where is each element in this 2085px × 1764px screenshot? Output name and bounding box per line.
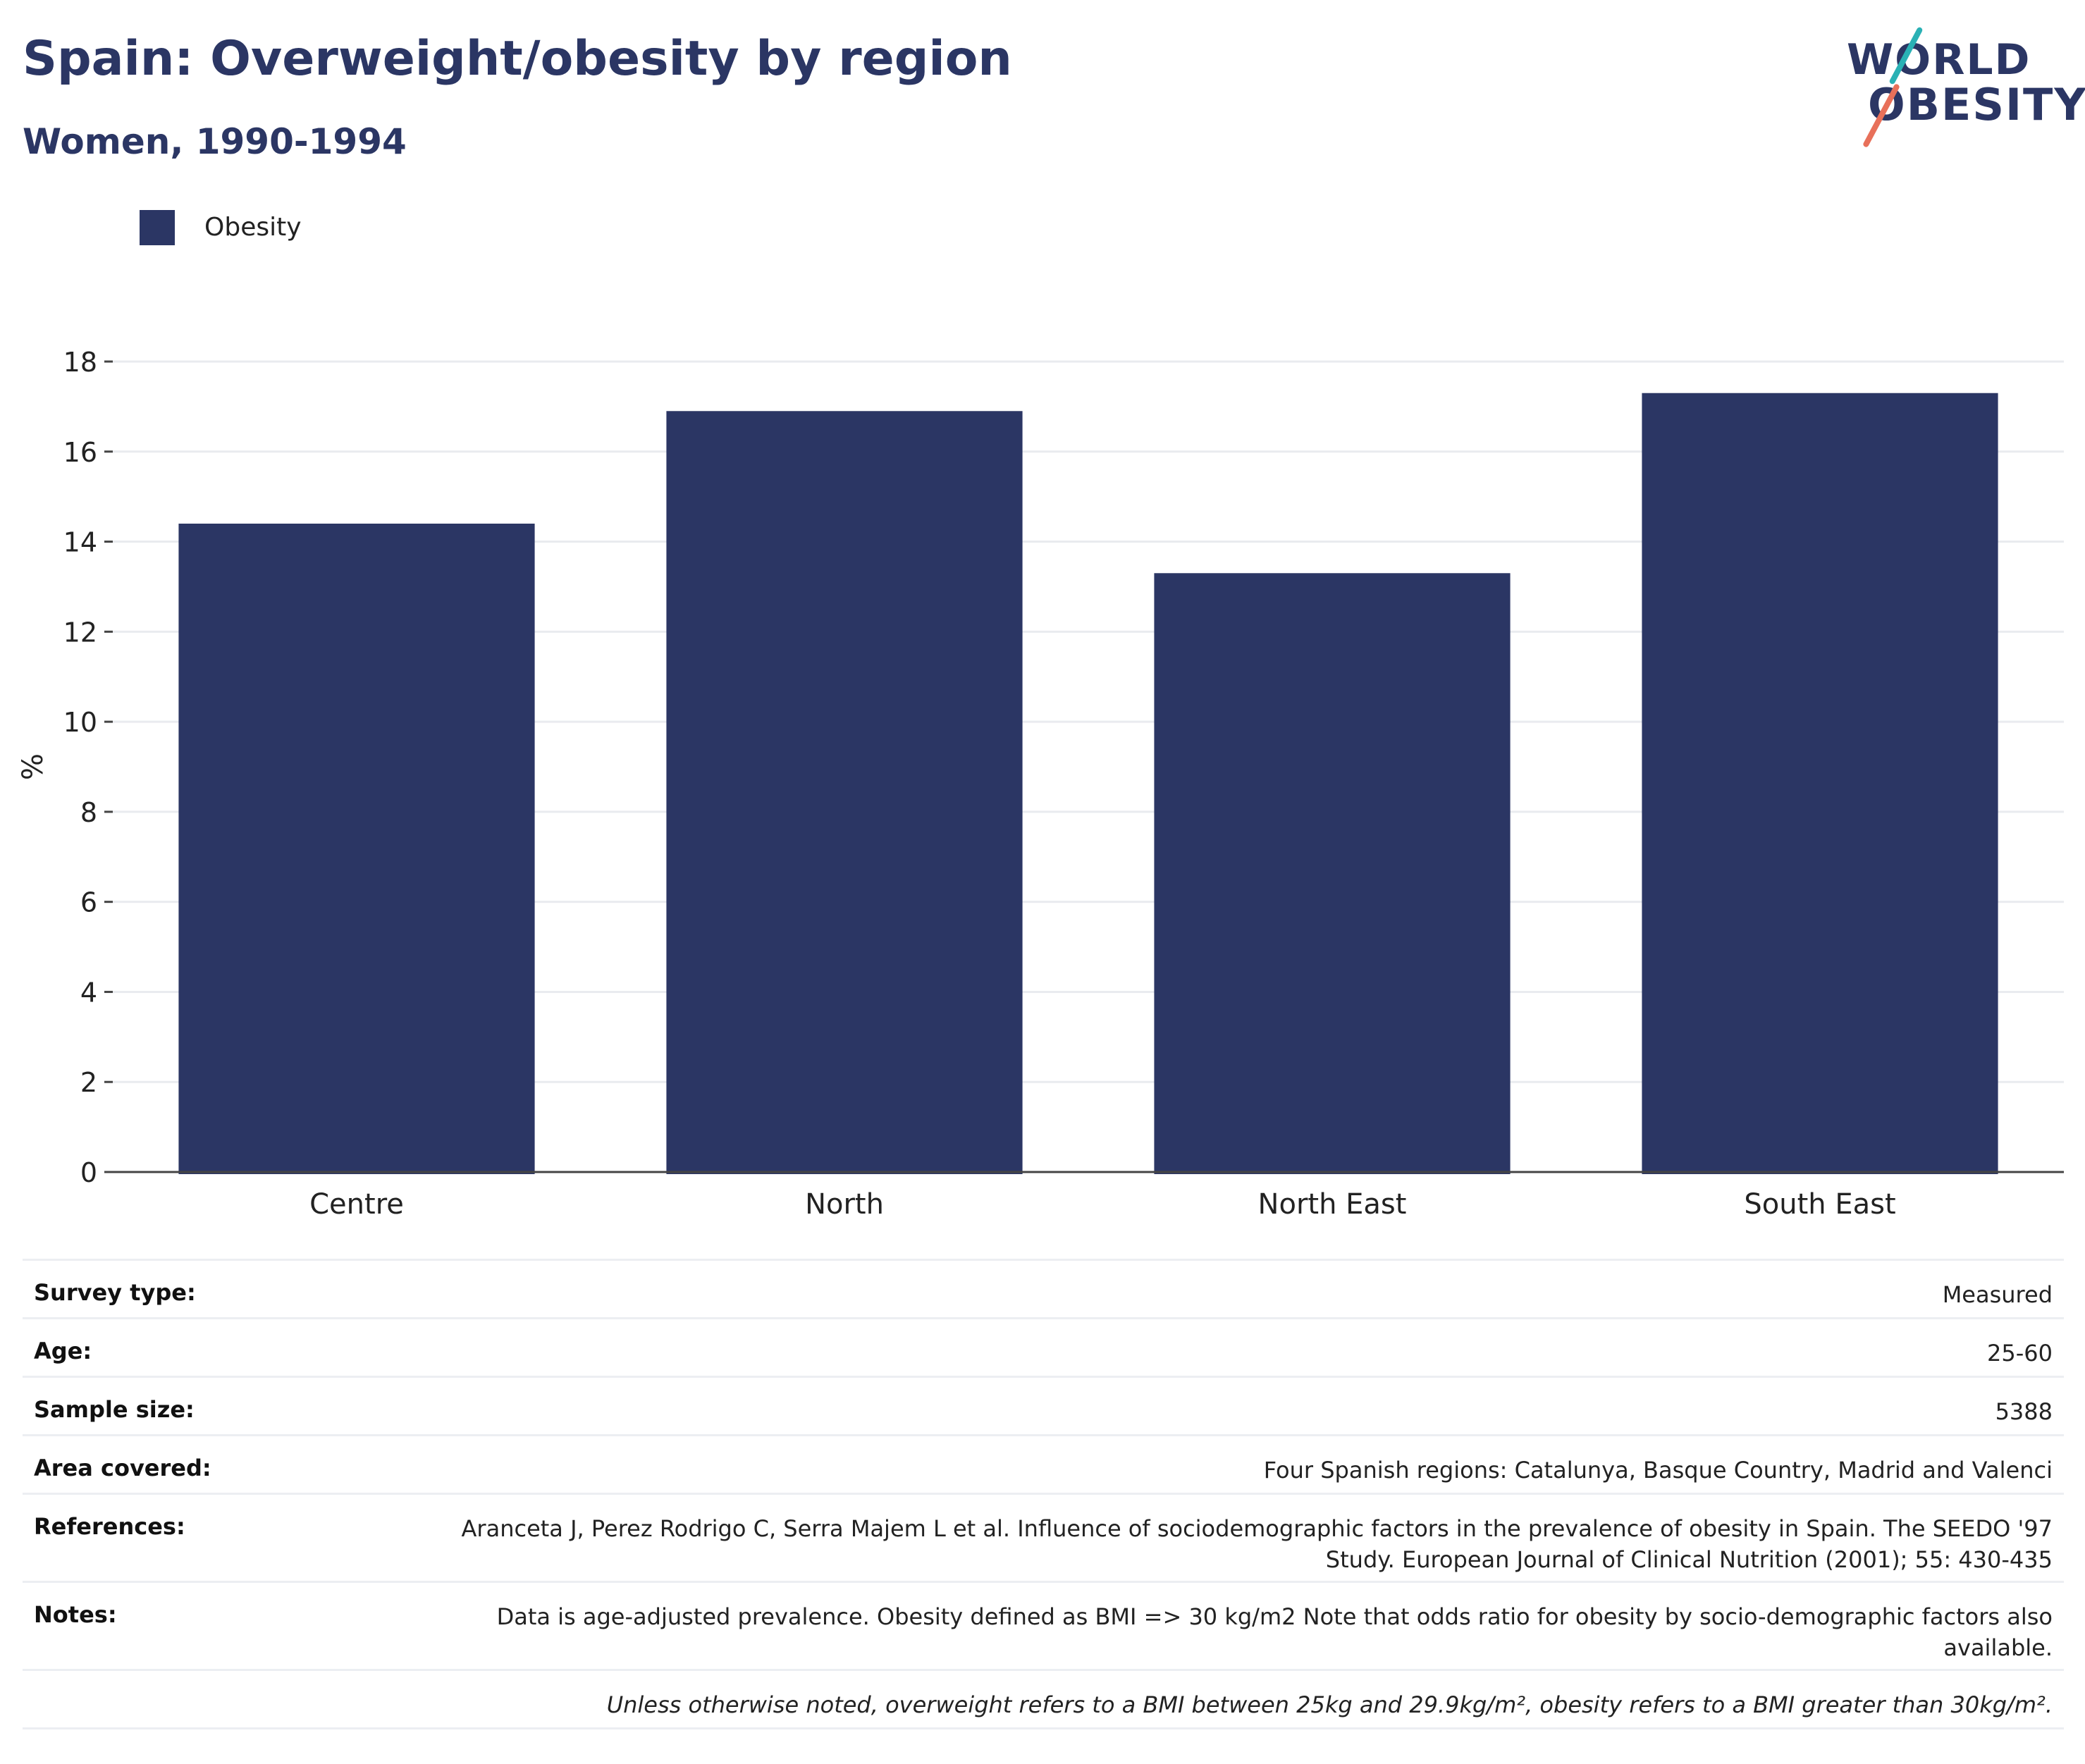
legend-label-obesity: Obesity <box>204 213 302 242</box>
meta-row-references: References: Aranceta J, Perez Rodrigo C,… <box>23 1493 2064 1581</box>
meta-row-sample-size: Sample size: 5388 <box>23 1376 2064 1434</box>
meta-row-age: Age: 25-60 <box>23 1317 2064 1376</box>
bars <box>178 393 1998 1175</box>
notes-value: Data is age-adjusted prevalence. Obesity… <box>496 1603 2053 1661</box>
area-covered-label: Area covered: <box>34 1455 211 1481</box>
bar-chart: 0 2 4 6 8 10 12 14 16 18 Centre North North East Sou… <box>17 347 2064 1221</box>
y-axis-ticks: 0 2 4 6 8 10 12 14 16 18 <box>63 347 113 1188</box>
x-axis-ticks: Centre North North East South East <box>309 1188 1896 1221</box>
x-tick-label: North <box>805 1188 884 1221</box>
references-label: References: <box>34 1513 185 1540</box>
y-tick-label: 6 <box>80 887 97 918</box>
y-tick-label: 16 <box>63 437 97 468</box>
age-label: Age: <box>34 1338 92 1364</box>
page-subtitle: Women, 1990-1994 <box>23 121 407 162</box>
meta-row-footnote: Unless otherwise noted, overweight refer… <box>23 1669 2064 1729</box>
y-tick-label: 14 <box>63 527 97 558</box>
references-value: Aranceta J, Perez Rodrigo C, Serra Majem… <box>461 1515 2053 1573</box>
survey-type-value: Measured <box>1942 1281 2053 1308</box>
page-title: Spain: Overweight/obesity by region <box>23 31 1012 87</box>
y-axis-label: % <box>17 753 49 780</box>
legend-swatch-obesity <box>140 210 175 245</box>
y-tick-label: 12 <box>63 617 97 648</box>
y-tick-label: 10 <box>63 707 97 738</box>
bar-north[interactable] <box>666 411 1023 1174</box>
age-value: 25-60 <box>1987 1340 2053 1367</box>
meta-row-area-covered: Area covered: Four Spanish regions: Cata… <box>23 1434 2064 1493</box>
survey-details-table: Survey type: Measured Age: 25-60 Sample … <box>23 1259 2064 1729</box>
y-tick-label: 8 <box>80 797 97 828</box>
survey-type-label: Survey type: <box>34 1279 196 1306</box>
meta-row-notes: Notes: Data is age-adjusted prevalence. … <box>23 1581 2064 1669</box>
notes-label: Notes: <box>34 1601 117 1628</box>
y-tick-label: 4 <box>80 977 97 1008</box>
bar-south-east[interactable] <box>1642 393 1998 1175</box>
y-tick-label: 2 <box>80 1067 97 1098</box>
bmi-footnote: Unless otherwise noted, overweight refer… <box>606 1691 2053 1718</box>
bar-north-east[interactable] <box>1154 573 1511 1174</box>
x-tick-label: South East <box>1744 1188 1895 1221</box>
world-obesity-logo: WORLD OBESITY <box>1833 21 2085 149</box>
sample-size-value: 5388 <box>1995 1398 2053 1425</box>
y-tick-label: 18 <box>63 347 97 378</box>
x-tick-label: North East <box>1258 1188 1407 1221</box>
x-tick-label: Centre <box>309 1188 404 1221</box>
logo-word-1: WORLD <box>1847 35 2031 85</box>
bar-centre[interactable] <box>178 524 535 1174</box>
area-covered-value: Four Spanish regions: Catalunya, Basque … <box>1263 1457 2053 1484</box>
logo-word-2: OBESITY <box>1868 79 2085 130</box>
sample-size-label: Sample size: <box>34 1396 195 1423</box>
meta-row-survey-type: Survey type: Measured <box>23 1259 2064 1317</box>
y-tick-label: 0 <box>80 1157 97 1188</box>
